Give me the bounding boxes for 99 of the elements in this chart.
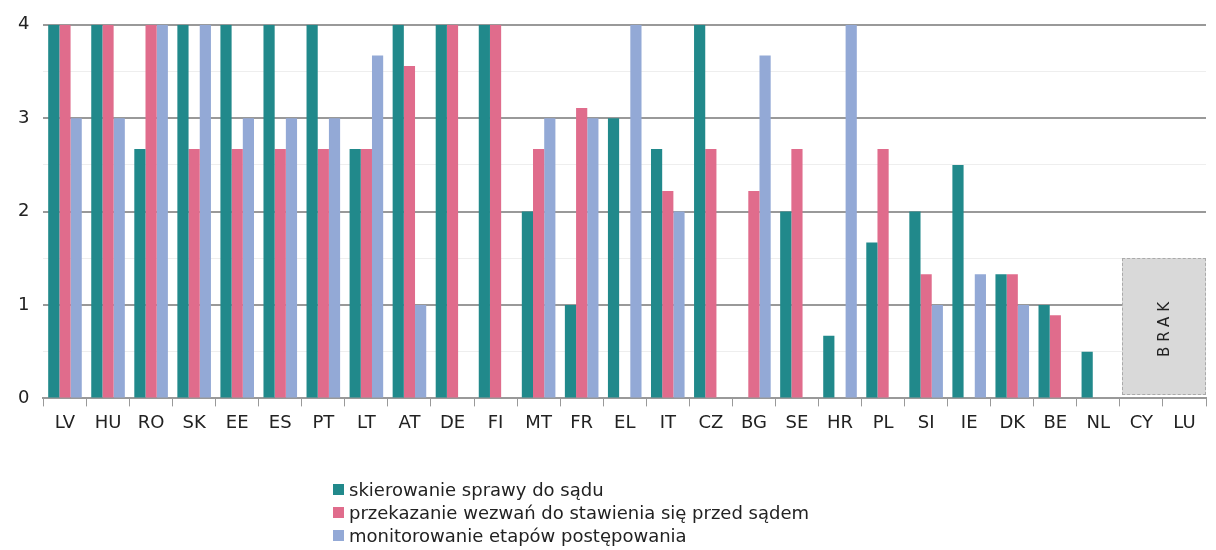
x-tick-label: HU (94, 410, 122, 432)
bar (576, 107, 588, 398)
bar (630, 24, 642, 398)
x-tick-label: LT (357, 410, 377, 432)
x-tick-label: MT (525, 410, 553, 432)
bar (242, 118, 254, 398)
x-tick-label: BE (1043, 410, 1068, 432)
bar (952, 164, 964, 398)
bar (177, 24, 189, 398)
bar (371, 55, 384, 398)
x-tick-label: SE (785, 410, 809, 432)
y-tick-label: 3 (18, 105, 30, 127)
x-tick-label: BG (740, 410, 767, 432)
bar (1049, 315, 1061, 398)
bar (274, 149, 286, 398)
x-tick-label: AT (398, 410, 422, 432)
bar (102, 24, 114, 398)
bar (1006, 274, 1018, 398)
bar (673, 211, 685, 398)
bar (920, 274, 932, 398)
bar (403, 65, 416, 398)
bar (306, 24, 318, 398)
bar (231, 149, 243, 398)
bar (59, 24, 71, 398)
bar (134, 149, 146, 398)
x-tick-label: CZ (698, 410, 724, 432)
x-tick-label: HR (826, 410, 854, 432)
bar (285, 118, 298, 398)
bar (70, 118, 82, 398)
x-tick-label: RO (137, 410, 165, 432)
bar (544, 118, 556, 398)
x-tick-label: ES (268, 410, 292, 432)
y-tick-label: 1 (18, 292, 30, 314)
bar (521, 211, 534, 398)
bar (791, 149, 803, 398)
bar (866, 242, 878, 398)
x-tick-label: DE (439, 410, 466, 432)
bar (705, 149, 717, 398)
bar (91, 24, 103, 398)
bar (587, 118, 599, 398)
legend-label: skierowanie sprawy do sądu (349, 478, 604, 501)
bar (780, 211, 792, 398)
x-tick-label: IT (659, 410, 677, 432)
bar (995, 274, 1007, 398)
bar (974, 274, 986, 398)
bar (759, 55, 771, 398)
x-tick-label: EE (225, 410, 249, 432)
x-tick-label: CY (1129, 410, 1155, 432)
x-tick-label: SK (182, 410, 207, 432)
legend-label: przekazanie wezwań do stawienia się przed sądem (349, 501, 809, 524)
bar (263, 24, 275, 398)
bar (328, 118, 341, 398)
x-tick-label: EL (614, 410, 636, 432)
bar (220, 24, 232, 398)
bar (360, 149, 372, 398)
legend-label: monitorowanie etapów postępowania (349, 524, 687, 547)
x-tick-label: LV (54, 410, 76, 432)
x-tick-label: SI (917, 410, 935, 432)
x-tick-label: NL (1086, 410, 1111, 432)
bar (145, 24, 157, 398)
bar (909, 211, 921, 398)
bar (823, 335, 835, 398)
bar (533, 149, 545, 398)
bar (156, 24, 168, 398)
bar (931, 305, 943, 398)
y-tick-label: 2 (18, 199, 30, 221)
y-tick-label: 0 (18, 386, 30, 408)
bar (1017, 305, 1030, 398)
bar (650, 149, 663, 398)
annotation: BRAK (1154, 296, 1173, 357)
x-tick-label: DK (999, 410, 1027, 432)
bar (446, 24, 459, 398)
bar (1038, 305, 1050, 398)
bar (845, 24, 857, 398)
bar (877, 149, 889, 398)
bar (564, 305, 577, 398)
bar (478, 24, 490, 398)
bar (415, 305, 427, 398)
bar (489, 24, 502, 398)
bar (349, 149, 361, 398)
bar (188, 149, 200, 398)
x-tick-label: IE (960, 410, 978, 432)
bar (392, 24, 404, 398)
bar (607, 118, 620, 398)
bar (662, 191, 674, 398)
x-tick-label: FR (570, 410, 594, 432)
bar (113, 118, 125, 398)
bar (1081, 351, 1093, 398)
bar (748, 191, 760, 398)
x-tick-label: FI (487, 410, 504, 432)
y-tick-label: 4 (18, 12, 30, 34)
x-tick-label: PT (312, 410, 336, 432)
x-tick-label: LU (1173, 410, 1196, 432)
x-tick-label: PL (872, 410, 894, 432)
bar (48, 24, 60, 398)
bar (199, 24, 211, 398)
bar (317, 149, 329, 398)
bar (435, 24, 447, 398)
bar (694, 24, 706, 398)
